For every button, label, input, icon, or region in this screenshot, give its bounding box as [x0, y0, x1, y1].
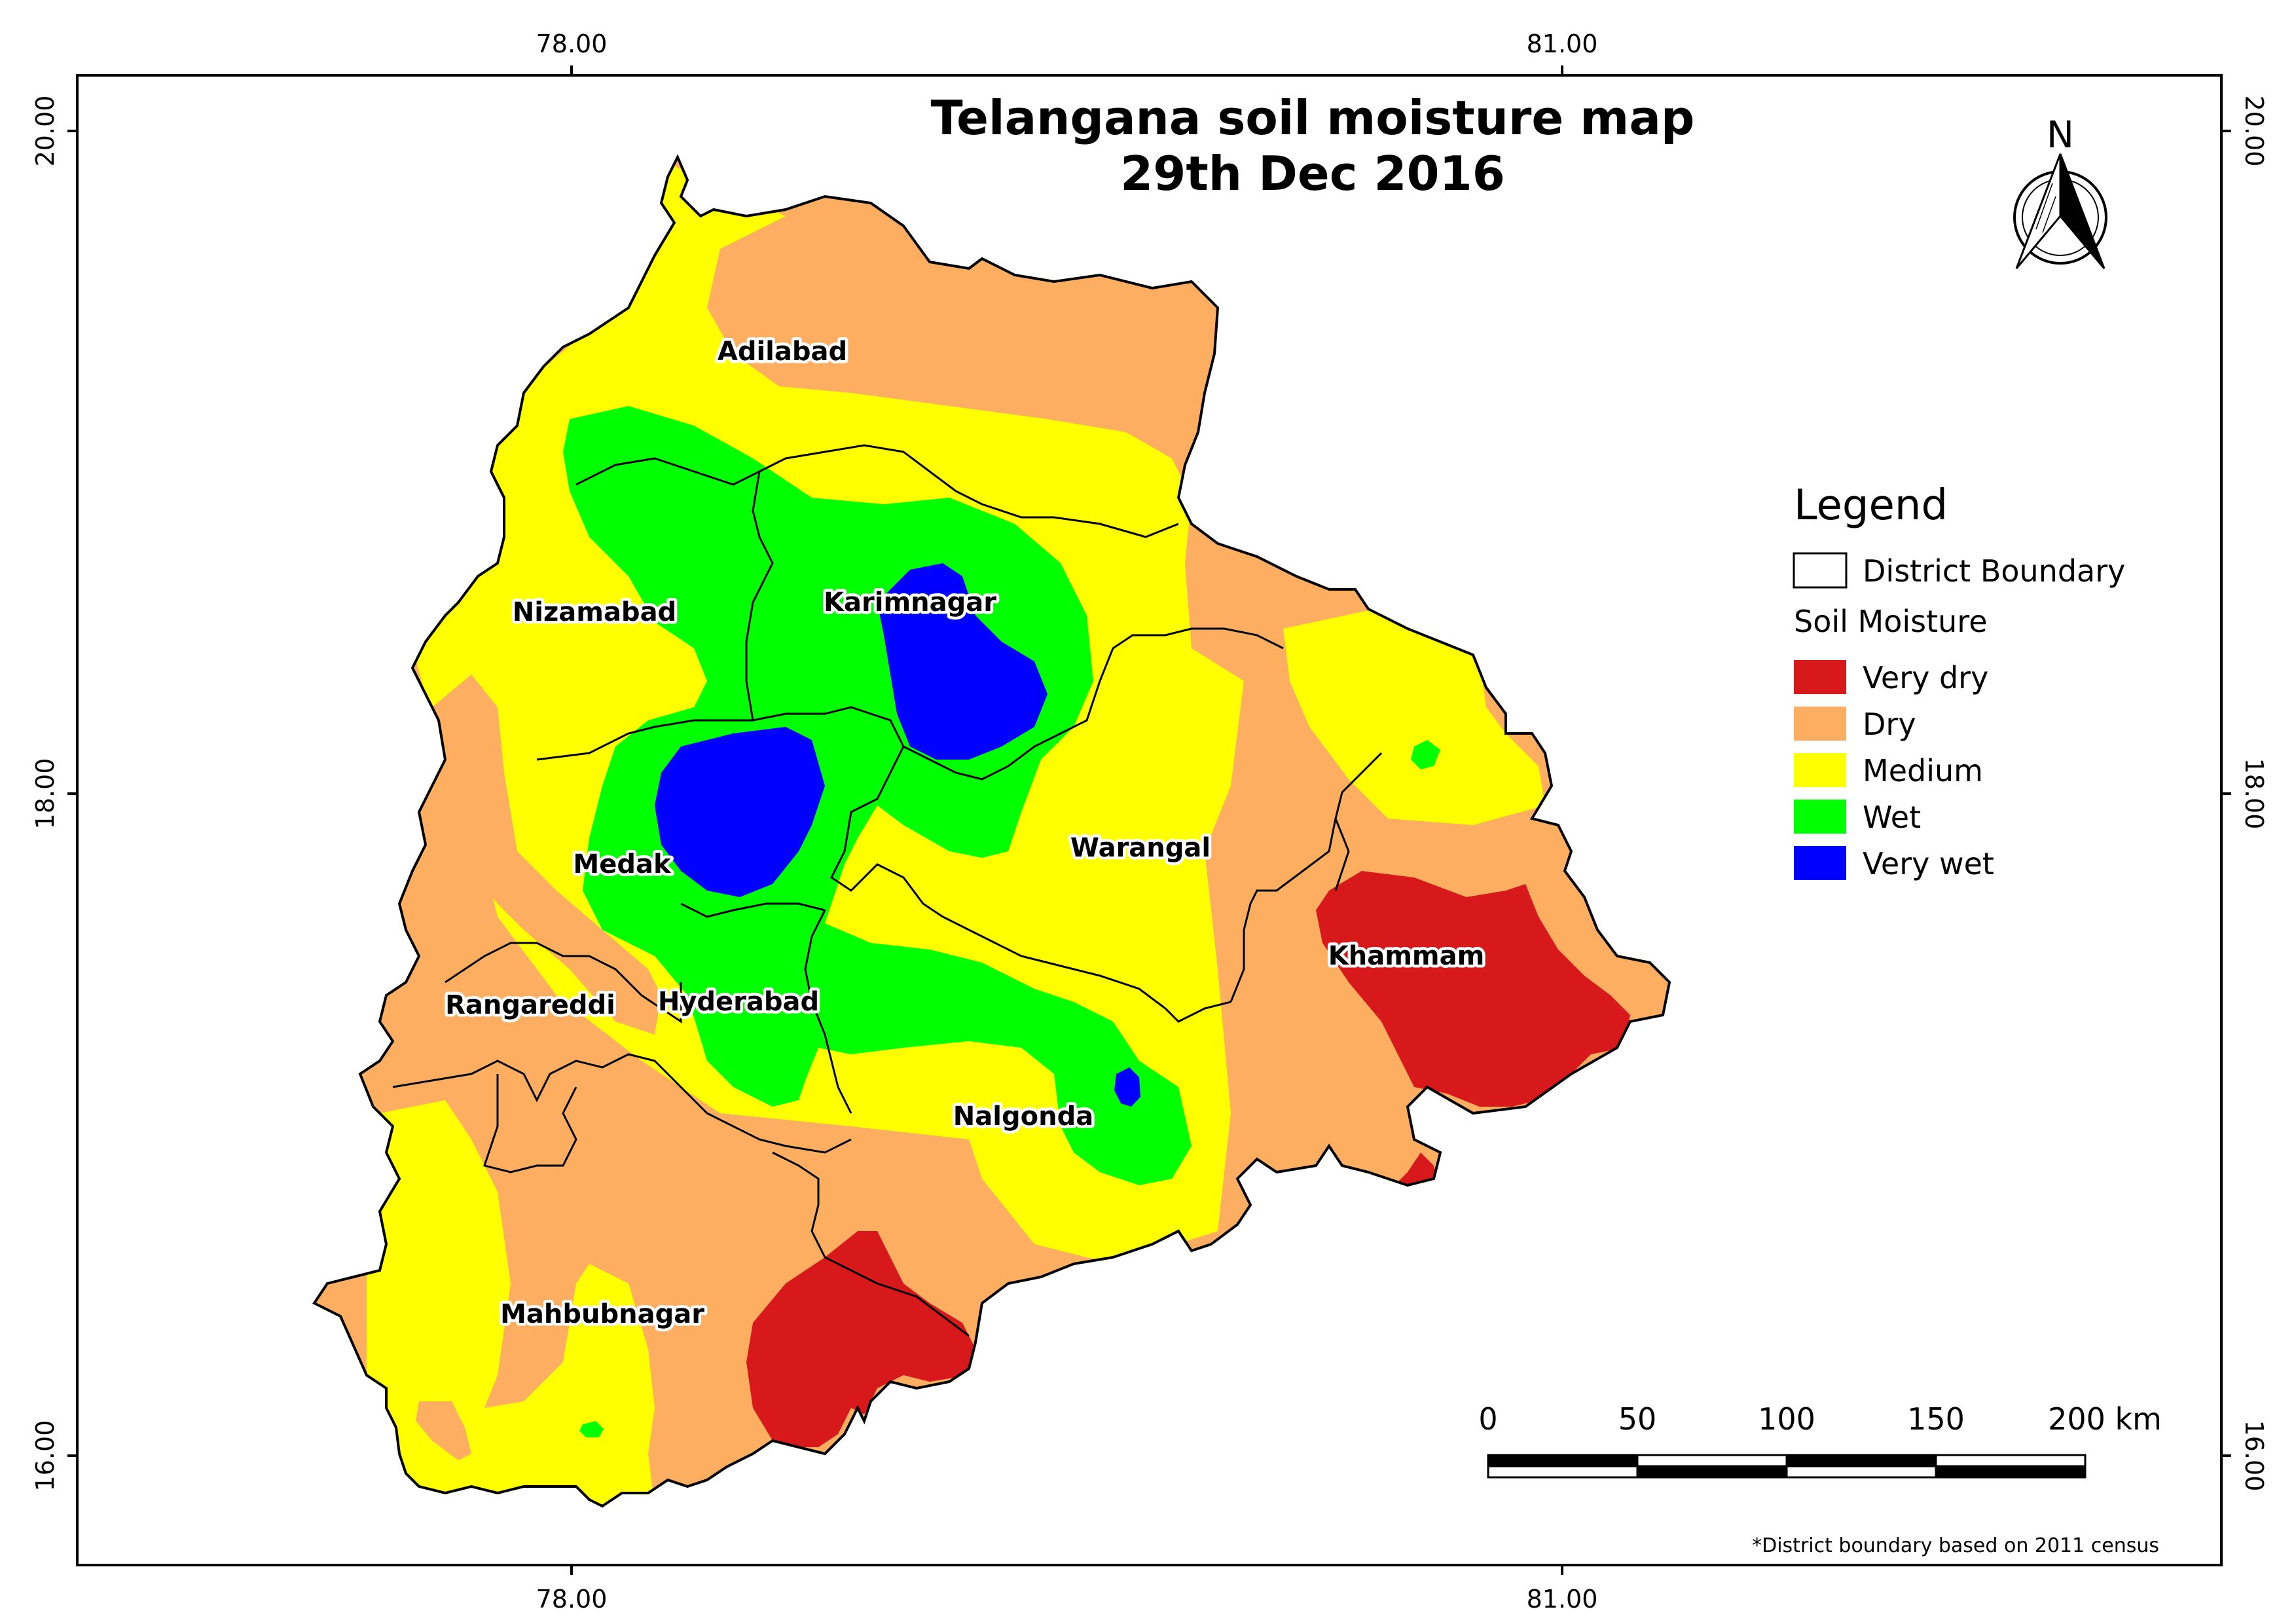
boundary-nizamabad-medak	[536, 706, 905, 761]
boundary-medak-hyderabad	[680, 902, 826, 918]
scale-tick-label: 0	[1478, 1401, 1497, 1437]
boundary-khammam-inner	[1334, 818, 1350, 891]
label-mahbubnagar: Mahbubnagar	[500, 1299, 704, 1329]
zone-very-wet-karimnagar	[877, 563, 1048, 760]
legend-boundary-label: District Boundary	[1863, 553, 2125, 589]
boundary-mahbubnagar-nalgonda	[772, 1151, 970, 1337]
grid-label-right-mid: 18.00	[2240, 758, 2269, 830]
label-karimnagar: Karimnagar	[824, 587, 996, 618]
scale-segment-bottom	[1935, 1465, 2086, 1479]
zone-wet-central	[563, 406, 1192, 1185]
scale-segment-bottom	[1636, 1465, 1788, 1479]
legend-title: Legend	[1794, 481, 1948, 530]
zone-very-dry-mahbubnagar	[746, 1231, 975, 1447]
legend-section-label: Soil Moisture	[1794, 604, 1988, 639]
zone-dry-southwest-island	[416, 1401, 471, 1460]
label-nalgonda: Nalgonda	[953, 1101, 1093, 1132]
scale-segment-top	[1487, 1454, 1639, 1467]
label-rangareddi: Rangareddi	[445, 990, 615, 1020]
legend-swatch-very-wet	[1794, 846, 1846, 880]
scale-segment-bottom	[1487, 1465, 1639, 1479]
scale-segment-bottom	[1785, 1465, 1937, 1479]
scale-segment-top	[1785, 1454, 1937, 1467]
label-adilabad: Adilabad	[718, 337, 847, 367]
legend-classes: Very dry Dry Medium Wet Very wet	[1794, 660, 1994, 881]
boundary-rangareddi-south	[392, 1053, 852, 1154]
scale-segment-top	[1935, 1454, 2086, 1467]
boundary-warangal-khammam	[1230, 752, 1383, 1003]
district-labels: Adilabad Nizamabad Karimnagar Medak Wara…	[443, 334, 1487, 1333]
legend-swatch-very-dry	[1794, 660, 1846, 694]
label-medak: Medak	[573, 849, 672, 879]
zone-wet-small-south	[579, 1421, 604, 1437]
boundary-medak-warangal	[830, 746, 1231, 1023]
label-nizamabad: Nizamabad	[513, 597, 676, 627]
boundary-karimnagar-warangal	[903, 627, 1284, 781]
scale-tick-label: 200 km	[2048, 1401, 2162, 1437]
legend-swatch-medium	[1794, 753, 1846, 787]
boundary-nizamabad-karimnagar	[745, 471, 774, 721]
north-arrow-icon: N	[2013, 114, 2107, 269]
legend-label-dry: Dry	[1863, 707, 1916, 742]
legend-label-medium: Medium	[1863, 753, 1983, 788]
map-title-line1: Telangana soil moisture map	[931, 90, 1695, 145]
label-khammam: Khammam	[1328, 941, 1485, 971]
footnote: *District boundary based on 2011 census	[1752, 1534, 2159, 1557]
grid-label-bottom-right: 81.00	[1527, 1585, 1598, 1614]
legend-boundary-swatch	[1793, 552, 1848, 589]
legend-label-very-dry: Very dry	[1863, 660, 1988, 695]
scale-segment-top	[1636, 1454, 1788, 1467]
label-hyderabad: Hyderabad	[658, 987, 819, 1017]
district-boundaries	[392, 444, 1383, 1337]
legend-swatch-wet	[1794, 800, 1846, 834]
boundary-hyderabad-nalgonda	[804, 910, 852, 1114]
grid-label-top-right: 81.00	[1527, 29, 1598, 58]
zone-very-wet-medak	[655, 727, 825, 897]
grid-label-left-mid: 18.00	[31, 758, 60, 830]
grid-label-right-bottom: 16.00	[2240, 1420, 2269, 1492]
grid-label-top-left: 78.00	[536, 29, 608, 58]
scale-tick-label: 150	[1907, 1401, 1965, 1437]
scale-tick-label: 100	[1758, 1401, 1815, 1437]
legend: Legend District Boundary Soil Moisture V…	[1793, 481, 2125, 881]
zone-very-wet-nalgonda	[1114, 1067, 1140, 1107]
scale-bar: 0 50 100 150 200 km	[1478, 1401, 2162, 1479]
legend-swatch-dry	[1794, 707, 1846, 741]
zone-very-dry-khammam	[1316, 871, 1630, 1107]
grid-label-bottom-left: 78.00	[536, 1585, 608, 1614]
scale-tick-label: 50	[1618, 1401, 1657, 1437]
map-title-line2: 29th Dec 2016	[1120, 146, 1505, 201]
legend-label-wet: Wet	[1863, 800, 1921, 835]
zone-wet-small-east	[1411, 740, 1440, 769]
legend-label-very-wet: Very wet	[1863, 846, 1994, 881]
grid-label-right-top: 20.00	[2240, 96, 2269, 167]
boundary-mahbubnagar-north	[483, 1074, 577, 1173]
scale-labels: 0 50 100 150 200 km	[1478, 1401, 2162, 1437]
grid-label-left-bottom: 16.00	[31, 1420, 60, 1492]
north-label: N	[2047, 114, 2074, 157]
boundary-rangareddi-north	[445, 942, 682, 1024]
scale-segments	[1487, 1454, 2086, 1479]
label-warangal: Warangal	[1070, 833, 1211, 863]
zone-dry-west	[432, 674, 661, 1035]
grid-ticks	[67, 65, 2231, 1575]
grid-label-left-top: 20.00	[31, 96, 60, 167]
boundary-adilabad-south	[575, 444, 1179, 538]
